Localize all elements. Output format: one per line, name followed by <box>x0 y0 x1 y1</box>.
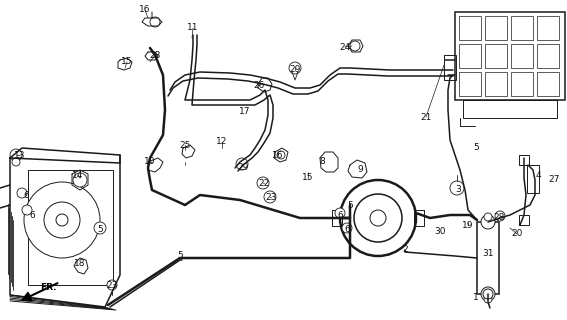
Bar <box>455 12 565 100</box>
Text: 10: 10 <box>144 157 156 166</box>
Text: 16: 16 <box>139 5 151 14</box>
Circle shape <box>44 202 80 238</box>
Text: FR.: FR. <box>40 284 56 292</box>
Bar <box>537 72 559 96</box>
Text: 25: 25 <box>179 140 191 149</box>
Bar <box>511 72 533 96</box>
Text: 26: 26 <box>253 82 265 91</box>
Text: 14: 14 <box>73 171 84 180</box>
Circle shape <box>236 158 248 170</box>
Text: 6: 6 <box>344 226 350 235</box>
Text: 15: 15 <box>121 58 133 67</box>
Text: 24: 24 <box>340 43 350 52</box>
Text: 23: 23 <box>107 281 118 290</box>
Text: 23: 23 <box>265 193 277 202</box>
Text: 20: 20 <box>511 229 523 238</box>
Text: 27: 27 <box>548 175 560 185</box>
Circle shape <box>484 213 492 221</box>
Text: 28: 28 <box>149 51 160 60</box>
Bar <box>537 16 559 40</box>
Circle shape <box>17 188 27 198</box>
Text: 30: 30 <box>434 228 446 236</box>
Circle shape <box>481 287 495 301</box>
Bar <box>332 210 342 226</box>
Circle shape <box>495 211 505 221</box>
Bar <box>444 55 456 80</box>
Text: 5: 5 <box>97 226 103 235</box>
Text: 16: 16 <box>272 150 284 159</box>
Text: 18: 18 <box>74 260 86 268</box>
Bar <box>537 44 559 68</box>
Text: 8: 8 <box>319 157 325 166</box>
Text: 17: 17 <box>239 108 251 116</box>
Text: 6: 6 <box>23 190 29 199</box>
Circle shape <box>22 205 32 215</box>
Bar <box>485 16 507 40</box>
Text: 12: 12 <box>217 138 228 147</box>
Circle shape <box>24 182 100 258</box>
Circle shape <box>289 62 301 74</box>
Text: 5: 5 <box>473 143 479 153</box>
Circle shape <box>340 180 416 256</box>
Text: 6: 6 <box>337 211 343 220</box>
Circle shape <box>483 289 493 299</box>
Circle shape <box>450 181 464 195</box>
Text: 29: 29 <box>289 66 301 75</box>
Circle shape <box>350 41 360 51</box>
Bar <box>519 155 529 165</box>
Text: 21: 21 <box>420 113 431 122</box>
Circle shape <box>481 215 495 229</box>
Circle shape <box>370 210 386 226</box>
Circle shape <box>10 149 22 161</box>
Bar <box>485 44 507 68</box>
Bar <box>511 16 533 40</box>
Text: 29: 29 <box>238 163 249 172</box>
Bar <box>527 165 539 193</box>
Text: 11: 11 <box>187 23 199 33</box>
Bar <box>459 72 481 96</box>
Bar <box>459 44 481 68</box>
Bar <box>414 210 424 226</box>
Text: 9: 9 <box>357 165 363 174</box>
Bar <box>477 222 499 294</box>
Circle shape <box>335 208 345 218</box>
Bar <box>28 170 113 285</box>
Text: 4: 4 <box>535 171 541 180</box>
Bar <box>463 100 557 118</box>
Text: 15: 15 <box>302 173 314 182</box>
Bar <box>459 16 481 40</box>
Circle shape <box>354 194 402 242</box>
Text: 5: 5 <box>177 251 183 260</box>
Circle shape <box>107 280 117 290</box>
Circle shape <box>264 191 276 203</box>
Text: 5: 5 <box>347 201 353 210</box>
Circle shape <box>277 151 285 159</box>
Circle shape <box>73 173 87 187</box>
Text: 1: 1 <box>473 293 479 302</box>
Circle shape <box>56 214 68 226</box>
Circle shape <box>484 295 492 303</box>
Text: 2: 2 <box>402 245 408 254</box>
Text: 3: 3 <box>455 186 461 195</box>
Bar <box>485 72 507 96</box>
Bar <box>519 215 529 225</box>
Text: 22: 22 <box>259 179 270 188</box>
Text: 13: 13 <box>14 150 26 159</box>
Text: 28: 28 <box>493 213 505 222</box>
Circle shape <box>342 223 352 233</box>
Text: 19: 19 <box>462 220 474 229</box>
Circle shape <box>150 17 160 27</box>
Bar <box>511 44 533 68</box>
Circle shape <box>257 177 269 189</box>
Circle shape <box>12 158 20 166</box>
Circle shape <box>94 222 106 234</box>
Text: 6: 6 <box>29 211 35 220</box>
Text: 31: 31 <box>483 249 494 258</box>
